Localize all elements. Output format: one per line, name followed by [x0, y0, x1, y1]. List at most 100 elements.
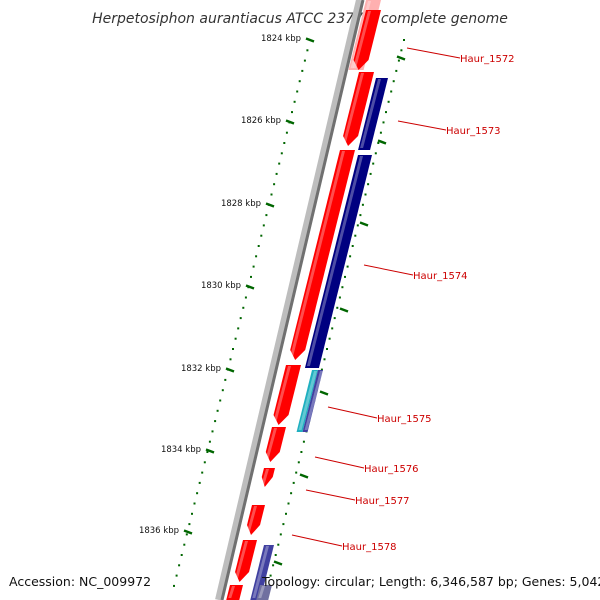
ruler-dot [191, 512, 193, 515]
ruler-dot [285, 131, 288, 134]
ruler-dot [257, 245, 260, 247]
ruler-dot [291, 111, 293, 114]
inner-dot [285, 512, 287, 515]
gene-haur-1574-highlight [306, 156, 363, 366]
ruler-tick-label: 1834 kbp [161, 445, 201, 455]
inner-dot [331, 327, 334, 330]
inner-dot [354, 234, 357, 237]
ruler-tick-label: 1826 kbp [241, 116, 281, 126]
inner-dot [279, 533, 282, 536]
ruler-major-tick [225, 367, 235, 373]
ruler-dot [224, 378, 227, 381]
ruler-dot [211, 430, 214, 433]
ruler-dot [234, 337, 237, 340]
callout-line [305, 489, 356, 501]
inner-dot [382, 121, 385, 124]
ruler-dot [173, 584, 175, 587]
inner-dot [333, 317, 336, 320]
gene-haur-1578 [250, 545, 274, 600]
genome-backbone [215, 0, 365, 600]
gene-extra-3 [256, 585, 272, 600]
gene-label: Haur_1575 [377, 414, 432, 425]
inner-dot [367, 183, 370, 186]
gene-callouts: Haur_1572 Haur_1573 Haur_1574 Haur_1575 Haur… [291, 47, 515, 553]
gene-haur-1573-fwd-highlight [342, 73, 364, 144]
inner-dot [326, 348, 328, 350]
gene-extra-3-highlight [258, 586, 265, 598]
inner-dot [328, 337, 331, 340]
ruler-dot [270, 193, 273, 196]
gene-haur-1575-highlight [298, 371, 317, 430]
ruler-dot [229, 358, 232, 361]
inner-dot [397, 59, 400, 62]
kbp-ruler-labels: 1824 kbp 1826 kbp 1828 kbp 1830 kbp 1832 kbp… [139, 34, 301, 536]
inner-dot [274, 554, 277, 556]
ruler-major-tick [183, 529, 193, 535]
inner-major-tick [273, 560, 283, 566]
ruler-dot [221, 389, 224, 392]
inner-dot [351, 245, 354, 247]
ruler-dot [252, 265, 255, 268]
ruler-dot [250, 275, 252, 278]
ruler-dot [203, 461, 206, 464]
ruler-dot [239, 317, 242, 320]
ruler-major-tick [245, 284, 255, 290]
gene-haur-1575-fwd [273, 365, 301, 425]
ruler-dot [237, 327, 240, 330]
gene-label: Haur_1572 [460, 54, 515, 65]
ruler-dot [293, 100, 296, 103]
ruler-dot [175, 574, 178, 577]
ruler-dot [201, 471, 204, 474]
inner-dot [282, 523, 285, 526]
ruler-major-tick [205, 448, 215, 454]
ruler-dot [262, 224, 265, 227]
gene-label: Haur_1573 [446, 126, 501, 137]
inner-dot [292, 481, 295, 484]
inner-dot [302, 440, 305, 443]
ruler-major-tick [285, 119, 295, 125]
ruler-dot [185, 533, 188, 536]
ruler-dot [208, 440, 211, 443]
inner-dot [390, 90, 393, 93]
inner-dot [338, 296, 341, 299]
inner-dot [341, 286, 344, 289]
ruler-dot [214, 420, 217, 423]
ruler-dot [301, 69, 304, 72]
inner-dot [361, 203, 364, 206]
ruler-tick-label: 1830 kbp [201, 281, 241, 291]
callout-line [406, 47, 461, 59]
gene-haur-1576-fwd-highlight [265, 428, 277, 460]
callout-line [397, 120, 447, 131]
inner-dot [277, 543, 280, 546]
kbp-ruler [173, 37, 315, 587]
ruler-dot [244, 296, 247, 299]
gene-haur-1575-b-highlight [304, 371, 323, 430]
gene-haur-1574-fwd [290, 150, 355, 360]
inner-dot [344, 275, 346, 278]
gene-haur-1578-fwd-highlight [246, 506, 257, 533]
gene-label: Haur_1574 [413, 271, 468, 282]
inner-dot [403, 39, 405, 41]
ruler-dot [260, 234, 263, 237]
ruler-dot [298, 80, 301, 83]
inner-dot [377, 142, 380, 144]
map-title: Herpetosiphon aurantiacus ATCC 23779, co… [92, 11, 508, 27]
inner-dot [372, 162, 375, 165]
inner-dot [346, 265, 349, 268]
gene-haur-1573-fwd [343, 72, 374, 146]
ruler-dot [255, 255, 258, 258]
gene-haur-1572-highlight [353, 11, 371, 68]
gene-extra-2 [226, 585, 243, 600]
gene-haur-1572 [353, 10, 381, 70]
gene-haur-1577-fwd [261, 468, 275, 487]
callout-line [327, 406, 378, 419]
ruler-dot [283, 142, 286, 144]
gene-haur-1578-highlight [252, 546, 269, 598]
ruler-dot [242, 306, 245, 309]
inner-dot [290, 492, 293, 495]
ruler-dot [280, 152, 283, 155]
ruler-dot [188, 523, 191, 526]
inner-dot [369, 172, 372, 175]
ruler-dot [216, 409, 219, 412]
inner-dot [385, 111, 387, 114]
